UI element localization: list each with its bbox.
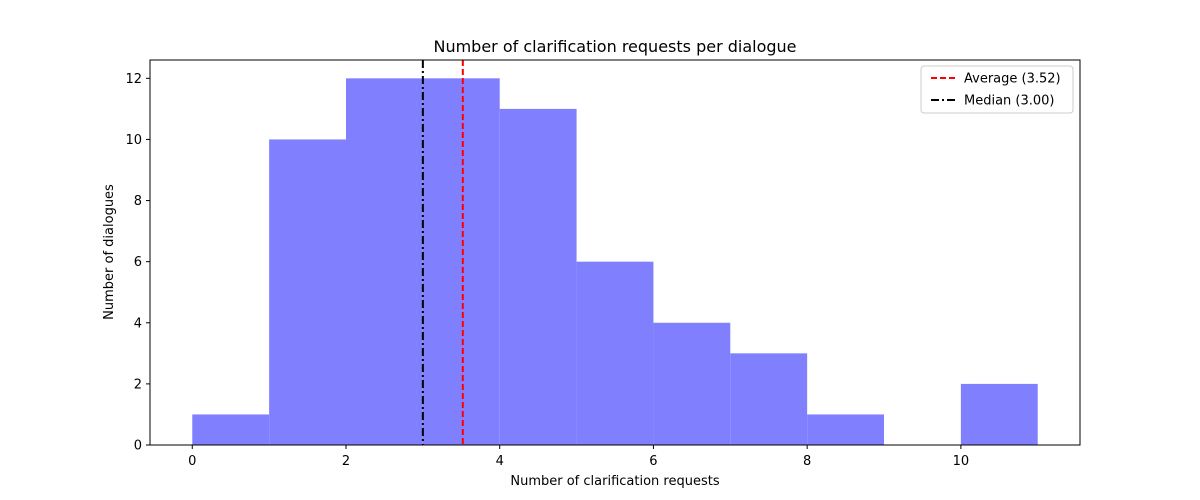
x-tick-label: 8 <box>803 454 811 469</box>
y-tick-label: 0 <box>134 439 142 454</box>
y-tick-label: 8 <box>134 194 142 209</box>
x-tick-label: 10 <box>953 454 970 469</box>
x-tick-label: 0 <box>188 454 196 469</box>
y-tick-label: 10 <box>125 133 142 148</box>
histogram-bar <box>576 261 654 445</box>
y-axis-title: Number of dialogues <box>102 184 117 320</box>
histogram-bar <box>269 139 346 445</box>
y-tick-label: 4 <box>134 316 142 331</box>
x-axis: 0 2 4 6 8 10 <box>188 445 969 469</box>
histogram-bar <box>345 78 423 445</box>
x-tick-label: 4 <box>496 454 504 469</box>
x-tick-label: 2 <box>342 454 350 469</box>
histogram-bar <box>960 383 1038 445</box>
legend: Average (3.52) Median (3.00) <box>920 65 1074 114</box>
legend-box <box>920 65 1074 114</box>
histogram-bar <box>807 414 885 445</box>
y-tick-label: 6 <box>134 255 142 270</box>
histogram-bar <box>653 322 731 445</box>
chart-title: Number of clarification requests per dia… <box>433 37 796 56</box>
plot-frame <box>149 59 1081 446</box>
legend-label: Median (3.00) <box>964 94 1055 109</box>
bars-group <box>192 78 1038 445</box>
histogram-bar <box>192 414 270 445</box>
x-tick-label: 6 <box>649 454 657 469</box>
y-axis: 0 2 4 6 8 10 12 <box>125 72 150 454</box>
y-tick-label: 12 <box>125 72 142 87</box>
y-tick-label: 2 <box>134 377 142 392</box>
histogram-bar <box>730 353 808 445</box>
histogram-bar <box>422 78 500 445</box>
reference-lines-group <box>421 60 464 445</box>
histogram-bar <box>499 108 577 445</box>
legend-label: Average (3.52) <box>964 72 1061 87</box>
x-axis-title: Number of clarification requests <box>510 474 719 489</box>
